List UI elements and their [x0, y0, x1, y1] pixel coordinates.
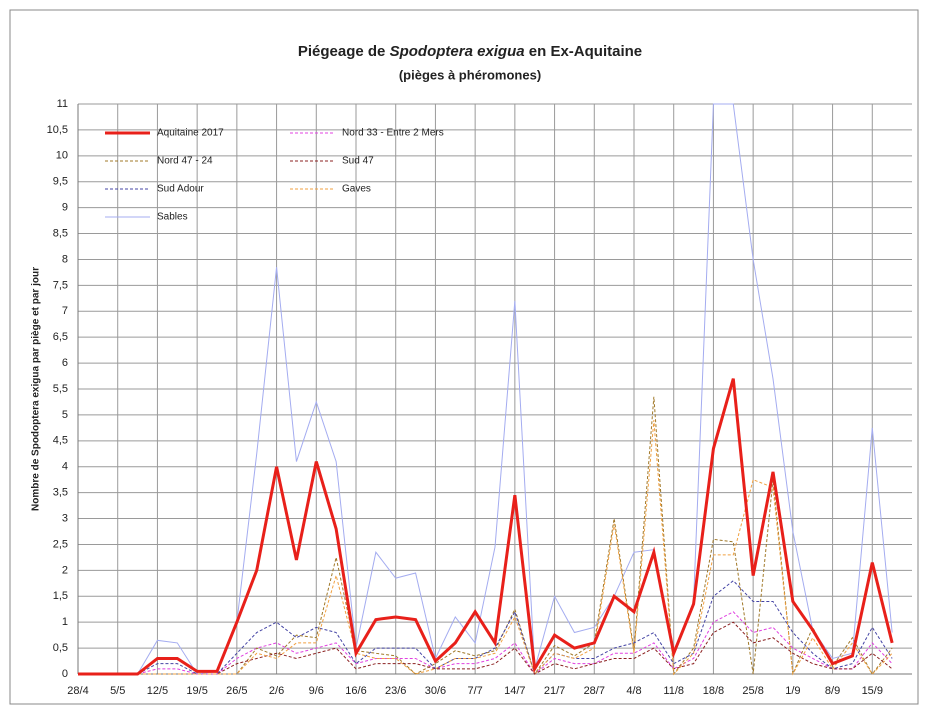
x-tick-label: 8/9	[825, 685, 840, 697]
series-line	[78, 420, 893, 676]
x-tick-label: 16/6	[345, 685, 366, 697]
x-tick-label: 28/7	[584, 685, 605, 697]
y-tick-label: 0,5	[53, 642, 68, 654]
x-tick-label: 15/9	[862, 685, 883, 697]
legend-label: Aquitaine 2017	[157, 128, 224, 139]
y-tick-label: 2,5	[53, 538, 68, 550]
y-tick-label: 3,5	[53, 487, 68, 499]
chart-frame	[9, 9, 919, 705]
x-tick-label: 4/8	[626, 685, 641, 697]
x-tick-label: 5/5	[110, 685, 125, 697]
x-tick-label: 7/7	[467, 685, 482, 697]
y-tick-label: 0	[62, 668, 68, 680]
series-line	[78, 378, 894, 676]
x-tick-label: 30/6	[425, 685, 446, 697]
x-tick-label: 14/7	[504, 685, 525, 697]
y-tick-label: 1	[62, 616, 68, 628]
x-tick-label: 12/5	[147, 685, 168, 697]
legend-label: Gaves	[342, 184, 371, 195]
title-part: Spodoptera exigua	[390, 43, 525, 60]
y-tick-label: 6,5	[53, 331, 68, 343]
x-tick-label: 11/8	[663, 685, 684, 697]
y-tick-label: 4,5	[53, 435, 68, 447]
y-tick-label: 1,5	[53, 590, 68, 602]
y-tick-label: 5,5	[53, 383, 68, 395]
y-tick-label: 2	[62, 564, 68, 576]
title-part: en Ex-Aquitaine	[525, 43, 643, 60]
legend-label: Sud 47	[342, 156, 374, 167]
y-tick-label: 11	[57, 98, 68, 110]
legend-label: Nord 33 - Entre 2 Mers	[342, 128, 444, 139]
x-tick-label: 1/9	[785, 685, 800, 697]
y-tick-label: 9,5	[53, 176, 68, 188]
title-part: Piégeage de	[298, 43, 390, 60]
x-tick-label: 21/7	[544, 685, 565, 697]
chart-title: Piégeage de Spodoptera exigua en Ex-Aqui…	[298, 43, 642, 60]
y-tick-label: 8	[62, 253, 68, 265]
y-axis-label: Nombre de Spodoptera exigua par piège et…	[31, 267, 42, 511]
legend-label: Sud Adour	[157, 184, 204, 195]
y-tick-label: 6	[62, 357, 68, 369]
chart-subtitle: (pièges à phéromones)	[399, 67, 541, 82]
y-tick-label: 9	[62, 202, 68, 214]
y-tick-label: 5	[62, 409, 68, 421]
x-tick-label: 18/8	[703, 685, 724, 697]
y-tick-label: 10,5	[47, 124, 68, 136]
x-tick-label: 2/6	[269, 685, 284, 697]
x-tick-label: 28/4	[67, 685, 88, 697]
x-tick-label: 9/6	[309, 685, 324, 697]
y-tick-label: 4	[62, 461, 68, 473]
legend-label: Nord 47 - 24	[157, 156, 213, 167]
y-tick-label: 10	[56, 150, 68, 162]
legend-label: Sables	[157, 212, 188, 223]
x-tick-label: 23/6	[385, 685, 406, 697]
y-tick-label: 3	[62, 512, 68, 524]
x-tick-label: 26/5	[226, 685, 247, 697]
y-tick-label: 8,5	[53, 227, 68, 239]
y-tick-label: 7,5	[53, 279, 68, 291]
x-tick-label: 25/8	[742, 685, 763, 697]
y-tick-label: 7	[62, 305, 68, 317]
x-tick-label: 19/5	[186, 685, 207, 697]
